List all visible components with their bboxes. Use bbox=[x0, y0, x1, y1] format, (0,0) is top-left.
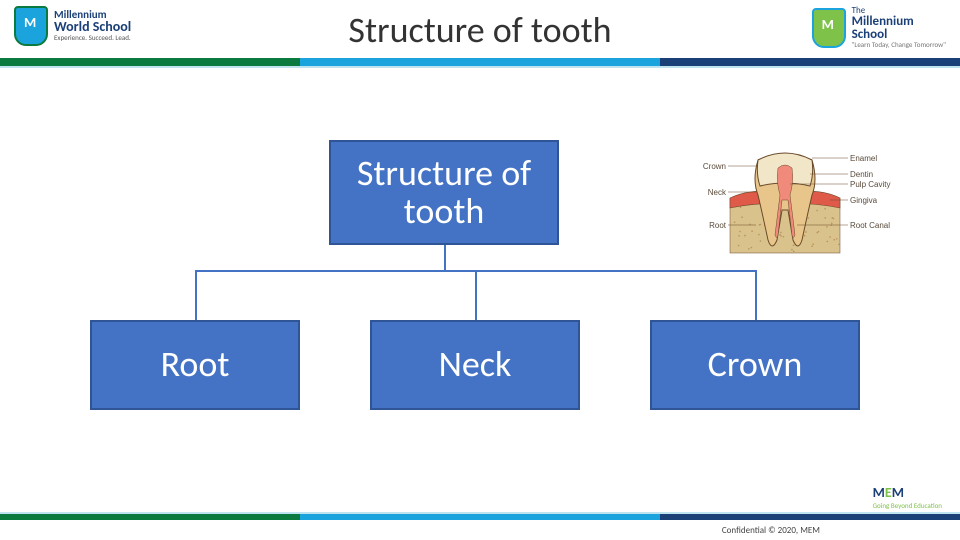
svg-text:Root: Root bbox=[709, 221, 727, 230]
footer-logo: MEM Going Beyond Education bbox=[873, 484, 942, 510]
tree-child-node-0: Root bbox=[90, 320, 300, 410]
svg-text:Enamel: Enamel bbox=[850, 154, 877, 163]
header-accent-thin bbox=[0, 66, 960, 68]
svg-text:Root Canal: Root Canal bbox=[850, 221, 890, 230]
confidential-notice: Confidential © 2020, MEM bbox=[722, 525, 820, 536]
svg-text:Crown: Crown bbox=[703, 162, 726, 171]
footer-logo-sub: Going Beyond Education bbox=[873, 501, 942, 510]
svg-text:Gingiva: Gingiva bbox=[850, 196, 878, 205]
tree-child-node-1: Neck bbox=[370, 320, 580, 410]
tree-child-node-2: Crown bbox=[650, 320, 860, 410]
svg-text:Dentin: Dentin bbox=[850, 170, 873, 179]
tree-connector bbox=[475, 270, 477, 320]
tree-connector bbox=[195, 270, 197, 320]
tree-connector bbox=[444, 245, 446, 270]
tree-root-node: Structure of tooth bbox=[329, 140, 559, 245]
page-title: Structure of tooth bbox=[0, 8, 960, 52]
footer-accent-band bbox=[0, 514, 960, 520]
tooth-cross-section-illustration: Crown Neck Root Enamel DentinPulp Cavity Ging… bbox=[680, 140, 900, 260]
svg-text:Pulp Cavity: Pulp Cavity bbox=[850, 180, 890, 189]
header-accent-band bbox=[0, 58, 960, 66]
svg-text:Neck: Neck bbox=[708, 188, 727, 197]
tree-connector bbox=[755, 270, 757, 320]
